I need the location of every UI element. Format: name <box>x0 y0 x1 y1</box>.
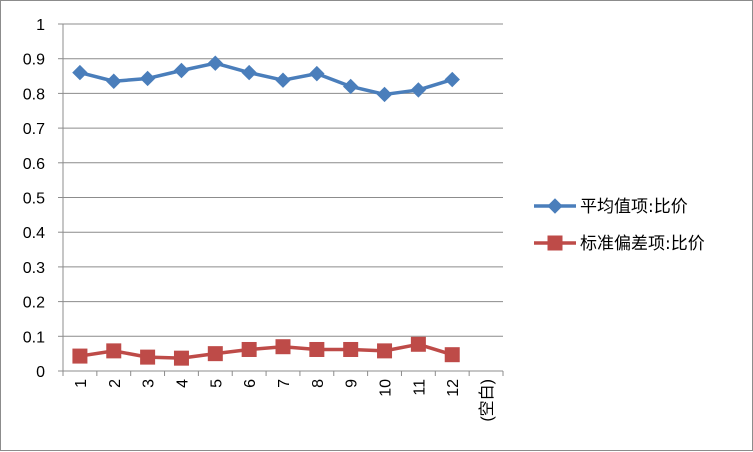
data-point <box>106 343 122 359</box>
x-tick-label: 7 <box>276 379 293 388</box>
data-point <box>410 82 427 98</box>
series-group <box>72 55 460 366</box>
y-tick-label: 0.4 <box>23 225 45 242</box>
data-point <box>241 341 257 357</box>
x-tick-label: 9 <box>344 379 361 388</box>
data-point <box>140 349 156 365</box>
data-point <box>275 72 291 88</box>
y-tick-label: 0.8 <box>23 86 45 103</box>
data-point <box>444 71 460 88</box>
series-1 <box>72 55 460 103</box>
data-point <box>309 341 325 357</box>
data-point <box>410 336 426 352</box>
y-tick-label: 0.1 <box>23 329 45 346</box>
x-tick-label: 11 <box>411 379 428 396</box>
data-point <box>275 339 291 355</box>
x-tick-label: (空白) <box>478 379 496 422</box>
y-tick-label: 0.6 <box>23 156 45 173</box>
x-tick-label: 1 <box>73 379 90 388</box>
x-tick-label: 2 <box>107 379 124 388</box>
x-tick-label: 6 <box>242 379 259 388</box>
legend-label: 标准偏差项:比价 <box>580 234 705 254</box>
y-tick-label: 0.5 <box>23 191 45 208</box>
data-point <box>342 78 359 95</box>
x-tick-label: 8 <box>310 379 327 388</box>
data-point <box>207 346 223 362</box>
y-tick-label: 1 <box>36 17 45 34</box>
data-point <box>309 65 325 82</box>
series-2 <box>72 336 460 366</box>
series-line <box>79 61 453 97</box>
x-tick-label: 4 <box>174 379 191 388</box>
data-point <box>72 64 88 81</box>
data-point <box>343 341 359 357</box>
x-tick-label: 3 <box>141 379 158 388</box>
axes: 00.10.20.30.40.50.60.70.80.911 2 3 4 5 6 7 8 9 10… <box>23 17 504 422</box>
y-tick-label: 0.9 <box>23 52 45 69</box>
series-line <box>79 342 453 360</box>
x-tick-label: 5 <box>208 379 225 388</box>
data-point <box>377 343 393 359</box>
data-point <box>139 70 156 87</box>
y-tick-label: 0.7 <box>23 121 45 138</box>
data-point <box>173 350 189 366</box>
x-tick-label: 10 <box>378 379 395 397</box>
x-tick-label: 12 <box>445 379 462 397</box>
data-point <box>207 55 224 71</box>
data-point <box>173 62 190 79</box>
legend-label: 平均值项:比价 <box>580 197 688 217</box>
y-tick-label: 0.2 <box>23 295 45 312</box>
data-point <box>106 73 122 89</box>
data-point <box>376 86 393 103</box>
data-point <box>444 347 460 363</box>
legend-item: 平均值项:比价 <box>534 197 688 217</box>
y-tick-label: 0 <box>36 364 45 381</box>
diamond-marker-icon <box>547 198 563 214</box>
legend-item: 标准偏差项:比价 <box>534 234 705 254</box>
data-point <box>72 348 88 364</box>
data-point <box>241 64 257 81</box>
gridlines <box>63 23 503 337</box>
y-tick-label: 0.3 <box>23 260 45 277</box>
square-marker-icon <box>547 235 563 251</box>
